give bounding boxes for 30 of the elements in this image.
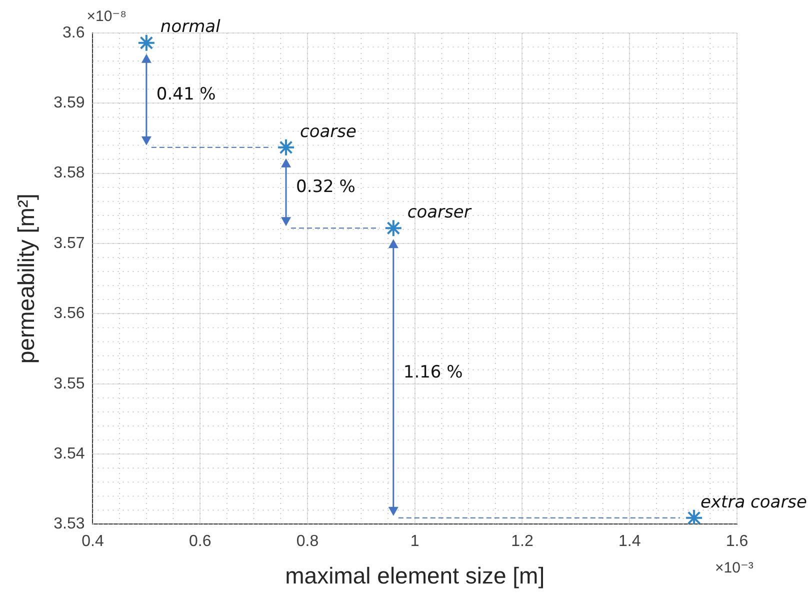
text: ×10⁻³ [715, 559, 754, 576]
y-tick-label: 3.6 [62, 24, 85, 42]
y-tick-label: 3.58 [54, 164, 85, 182]
point [277, 138, 296, 156]
annotation: coarser [407, 202, 472, 222]
annotation: coarse [300, 122, 357, 142]
x-tick-label: 1.4 [618, 533, 641, 550]
y-axis-title: permeability [m²] [13, 194, 40, 364]
y-tick-label: 3.55 [54, 375, 85, 392]
point [384, 219, 402, 238]
x-tick-label: 0.8 [296, 533, 319, 550]
annotation: 1.16 % [403, 362, 463, 382]
y-tick-label: 3.57 [54, 234, 85, 252]
x-tick-label: 1.2 [511, 533, 534, 550]
x-tick-label: 1 [410, 533, 420, 550]
x-tick-label: 0.4 [82, 533, 104, 550]
y-tick-label: 3.54 [54, 445, 85, 462]
annotation: extra coarse [700, 492, 808, 512]
point [137, 34, 156, 52]
annotation: normal [160, 17, 221, 38]
y-tick-label: 3.59 [54, 94, 85, 112]
point [685, 508, 704, 524]
y-tick-label: 3.53 [54, 516, 85, 533]
x-tick-label: 1.6 [726, 533, 748, 550]
x-axis-title: maximal element size [m] [285, 562, 545, 589]
x-tick-label: 0.6 [188, 533, 212, 550]
annotation: 0.32 % [296, 177, 356, 198]
annotation: 0.41 % [156, 84, 216, 105]
y-tick-label: 3.56 [54, 305, 85, 322]
text: ×10⁻⁸ [86, 8, 126, 26]
